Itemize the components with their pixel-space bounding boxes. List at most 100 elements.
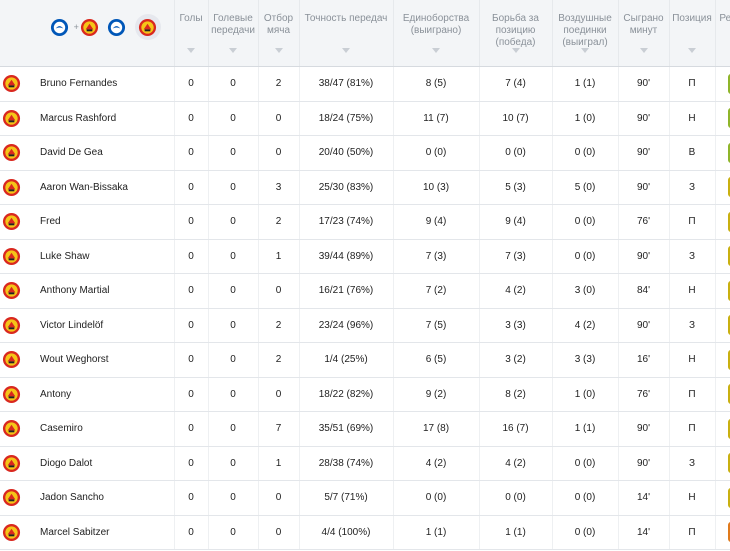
rating-badge: 6.7 [727,280,730,301]
stat-position: Н [668,273,715,309]
col-header-minutes[interactable]: Сыграно минут [617,0,669,67]
table-row[interactable]: David De Gea 0 0 0 20/40 (50%) 0 (0) 0 (0) 0 (0… [0,135,730,171]
stat-aerial: 0 (0) [551,446,618,481]
manutd-crest-icon [2,454,21,472]
player-name[interactable]: Jadon Sancho [34,480,174,516]
player-name[interactable]: Luke Shaw [34,239,174,274]
stat-minutes: 90' [617,239,669,274]
stat-goals: 0 [173,135,208,171]
col-header-recoveries[interactable]: Отбор мяча [257,0,299,67]
stat-ground: 10 (7) [478,101,552,136]
player-name[interactable]: Anthony Martial [34,273,174,309]
manutd-crest-icon [2,351,21,369]
stat-aerial: 0 (0) [551,135,618,171]
rating-badge: 6.6 [727,418,730,439]
rating-badge: 6.6 [727,453,730,474]
col-header-aerial[interactable]: Воздушные поединки (выиграл) [551,0,618,67]
col-header-assists[interactable]: Голевые передачи [207,0,258,67]
table-row[interactable]: Marcus Rashford 0 0 0 18/24 (75%) 11 (7) 10 (7… [0,101,730,136]
stat-aerial: 1 (1) [551,411,618,447]
stat-goals: 0 [173,377,208,412]
player-name[interactable]: Fred [34,204,174,240]
stat-goals: 0 [173,515,208,550]
player-name[interactable]: Victor Lindelöf [34,308,174,343]
player-name[interactable]: Bruno Fernandes [34,66,174,102]
team-crest-cell [0,170,34,205]
stat-duels: 7 (2) [392,273,479,309]
player-name[interactable]: Aaron Wan-Bissaka [34,170,174,205]
stat-duels: 6 (5) [392,342,479,378]
rating-badge: 6.6 [727,384,730,405]
filter-both-teams[interactable] [47,14,73,40]
table-row[interactable]: Jadon Sancho 0 0 0 5/7 (71%) 0 (0) 0 (0) 0 (0) 1… [0,480,730,516]
player-name[interactable]: Wout Weghorst [34,342,174,378]
stat-duels: 0 (0) [392,480,479,516]
rating-cell: 6.8 [714,170,730,205]
team-crest-cell [0,446,34,481]
filter-manutd[interactable] [134,14,161,40]
manutd-crest-icon [2,213,21,231]
player-name[interactable]: Diogo Dalot [34,446,174,481]
team-crest-cell [0,204,34,240]
stat-goals: 0 [173,239,208,274]
col-header-duels[interactable]: Единоборства (выиграно) [392,0,479,67]
stat-goals: 0 [173,66,208,102]
player-name[interactable]: Casemiro [34,411,174,447]
table-body: Bruno Fernandes 0 0 2 38/47 (81%) 8 (5) 7 (4) 1… [0,66,730,550]
rating-cell: 7.3 [714,135,730,171]
stat-ground: 5 (3) [478,170,552,205]
table-row[interactable]: Aaron Wan-Bissaka 0 0 3 25/30 (83%) 10 (3) 5 (… [0,170,730,205]
stat-minutes: 76' [617,204,669,240]
manutd-crest-icon [2,144,21,162]
stat-aerial: 0 (0) [551,480,618,516]
rating-badge: 6.8 [727,246,730,267]
col-header-position[interactable]: Позиция [668,0,715,67]
table-row[interactable]: Casemiro 0 0 7 35/51 (69%) 17 (8) 16 (7) 1 (1) 9… [0,411,730,447]
stat-duels: 4 (2) [392,446,479,481]
rating-badge: 6.7 [727,349,730,370]
col-header-rating[interactable]: Рейтинг [714,0,730,67]
stat-ground: 8 (2) [478,377,552,412]
table-row[interactable]: Diogo Dalot 0 0 1 28/38 (74%) 4 (2) 4 (2) 0 (0)… [0,446,730,481]
stat-aerial: 1 (1) [551,66,618,102]
stat-assists: 0 [207,170,258,205]
stat-goals: 0 [173,273,208,309]
team-crest-cell [0,135,34,171]
stat-ground: 4 (2) [478,446,552,481]
table-row[interactable]: Bruno Fernandes 0 0 2 38/47 (81%) 8 (5) 7 (4) 1… [0,66,730,102]
player-name[interactable]: Marcel Sabitzer [34,515,174,550]
stat-ground: 7 (3) [478,239,552,274]
player-name[interactable]: Antony [34,377,174,412]
stat-recoveries: 2 [257,66,299,102]
table-row[interactable]: Wout Weghorst 0 0 2 1/4 (25%) 6 (5) 3 (2) 3 (3)… [0,342,730,378]
stat-ground: 0 (0) [478,135,552,171]
col-header-passing[interactable]: Точность передач [298,0,393,67]
stat-recoveries: 0 [257,135,299,171]
stat-recoveries: 0 [257,515,299,550]
col-header-goals[interactable]: Голы [173,0,208,67]
player-name[interactable]: David De Gea [34,135,174,171]
manutd-crest-icon [2,420,21,438]
table-row[interactable]: Marcel Sabitzer 0 0 0 4/4 (100%) 1 (1) 1 (1) 0 … [0,515,730,550]
manutd-crest-icon [2,523,21,541]
filter-brighton[interactable] [104,14,130,40]
manutd-crest-icon [2,282,21,300]
table-row[interactable]: Luke Shaw 0 0 1 39/44 (89%) 7 (3) 7 (3) 0 (0) 90… [0,239,730,274]
stat-passing: 35/51 (69%) [298,411,393,447]
stat-assists: 0 [207,480,258,516]
team-crest-cell [0,66,34,102]
stat-position: З [668,239,715,274]
stat-position: П [668,377,715,412]
table-row[interactable]: Victor Lindelöf 0 0 2 23/24 (96%) 7 (5) 3 (3) 4… [0,308,730,343]
stat-minutes: 16' [617,342,669,378]
team-filter: + [34,0,174,67]
stat-duels: 11 (7) [392,101,479,136]
sort-arrow-icon [274,48,283,53]
stat-ground: 3 (3) [478,308,552,343]
table-row[interactable]: Anthony Martial 0 0 0 16/21 (76%) 7 (2) 4 (2) 3… [0,273,730,309]
col-header-ground[interactable]: Борьба за позицию (победа) [478,0,552,67]
player-name[interactable]: Marcus Rashford [34,101,174,136]
